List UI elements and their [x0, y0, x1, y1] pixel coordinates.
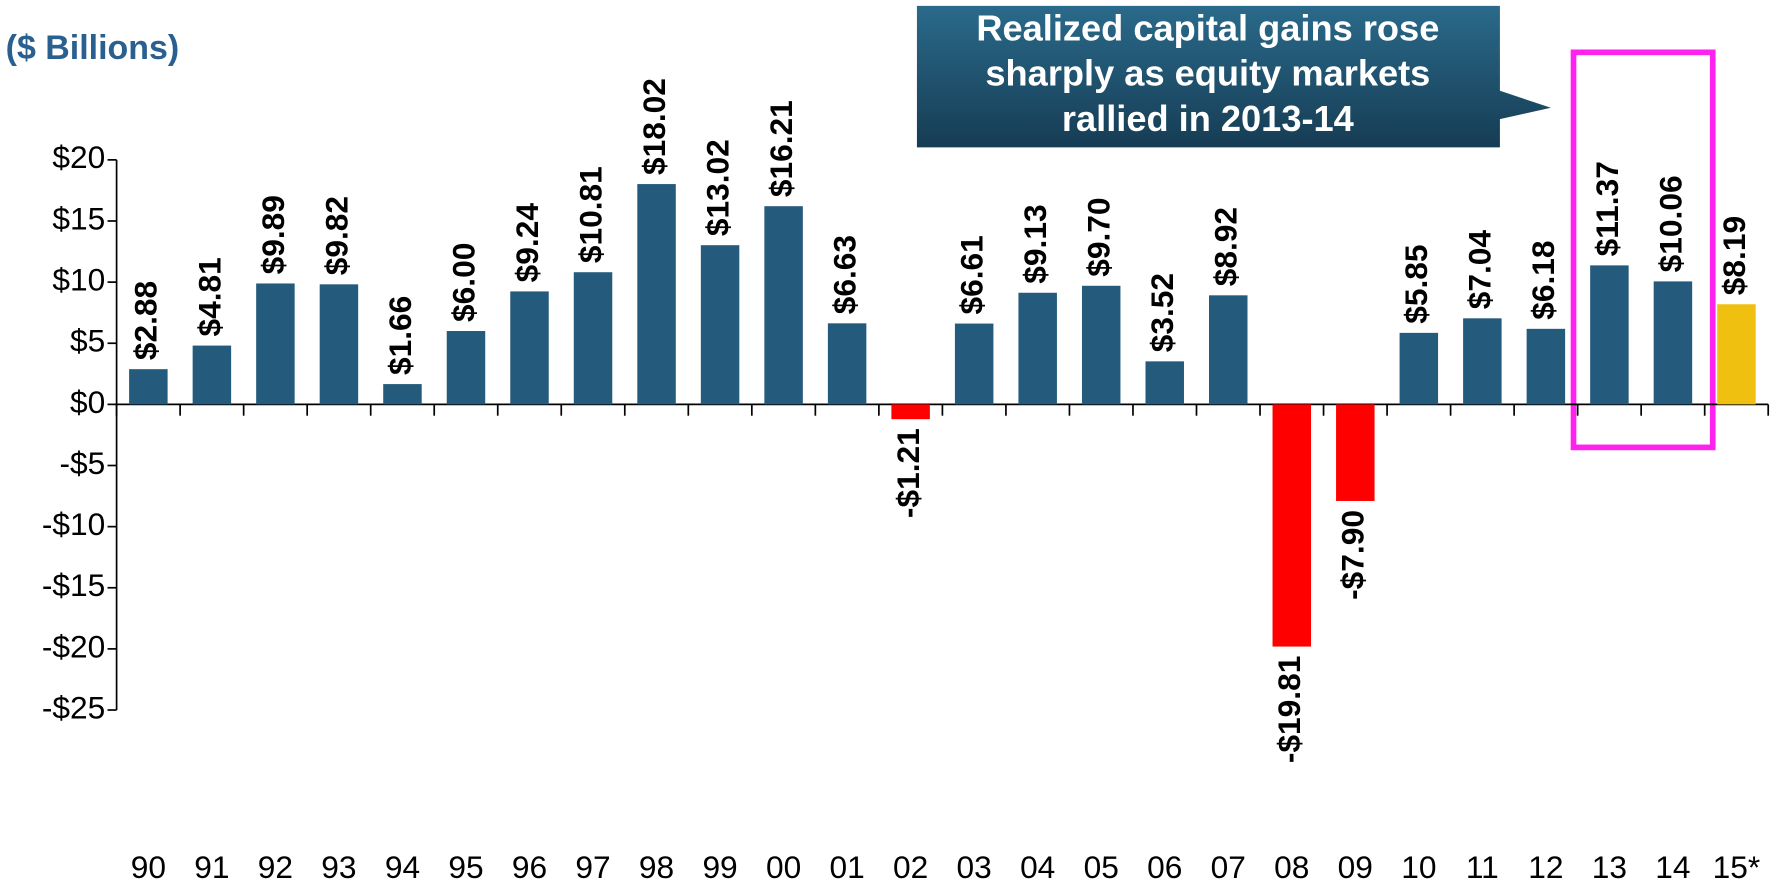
value-label: -$7.90	[1335, 510, 1371, 600]
value-label: $11.37	[1589, 161, 1625, 256]
x-tick-label: 95	[448, 849, 483, 885]
bar	[1526, 328, 1566, 405]
value-label: $13.02	[699, 139, 735, 236]
bar	[1336, 404, 1375, 501]
value-label: $9.89	[255, 195, 291, 274]
x-tick-label: 91	[194, 849, 229, 885]
value-label: $6.18	[1525, 240, 1561, 319]
y-tick-label: $20	[52, 139, 105, 175]
annotation-line: rallied in 2013-14	[1062, 98, 1354, 139]
x-tick-label: 13	[1592, 849, 1627, 885]
value-label: $9.13	[1017, 204, 1053, 283]
bar	[1081, 285, 1121, 405]
value-label: $6.61	[954, 235, 990, 314]
bar	[1653, 281, 1693, 405]
bar	[637, 184, 676, 405]
x-tick-label: 03	[957, 849, 992, 885]
value-label: $9.24	[509, 203, 545, 283]
bar	[764, 206, 803, 405]
x-tick-label: 94	[385, 849, 420, 885]
y-tick-label: -$10	[42, 506, 105, 542]
bar	[383, 384, 422, 405]
x-tick-label: 10	[1401, 849, 1436, 885]
y-tick-label: -$15	[42, 567, 105, 603]
bar	[1209, 295, 1248, 405]
bar	[510, 291, 549, 405]
bar	[827, 323, 867, 405]
value-label: $3.52	[1144, 273, 1180, 352]
value-label: $7.04	[1462, 230, 1498, 310]
bar	[1717, 304, 1756, 405]
x-tick-label: 99	[702, 849, 737, 885]
value-label: $10.06	[1652, 175, 1688, 272]
bar	[319, 284, 359, 405]
value-label: $4.81	[191, 257, 227, 336]
x-tick-label: 14	[1655, 849, 1690, 885]
value-label: -$19.81	[1271, 656, 1307, 763]
annotation-box	[916, 5, 1551, 148]
annotation: Realized capital gains rose sharply as eq…	[976, 7, 1439, 139]
x-tick-label: 12	[1528, 849, 1563, 885]
bar	[446, 331, 486, 405]
x-tick-label: 15*	[1713, 849, 1761, 885]
x-tick-label: 92	[258, 849, 293, 885]
y-tick-label: $15	[52, 200, 105, 236]
y-tick-label: $10	[52, 261, 105, 297]
value-label: $10.81	[572, 166, 608, 263]
value-label: $6.63	[826, 235, 862, 314]
value-label: $6.00	[445, 243, 481, 322]
value-label: $16.21	[763, 100, 799, 197]
bar	[256, 283, 295, 405]
bar	[192, 345, 232, 405]
bar	[891, 404, 930, 420]
bar	[129, 369, 168, 405]
value-label: $8.19	[1716, 216, 1752, 295]
y-tick-label: $5	[70, 323, 105, 359]
x-tick-label: 08	[1274, 849, 1309, 885]
y-tick-label: -$5	[59, 445, 105, 481]
bar	[1399, 332, 1439, 405]
value-label: $8.92	[1208, 207, 1244, 286]
y-tick-label: -$25	[42, 689, 105, 725]
value-label: $9.70	[1081, 197, 1117, 276]
x-tick-label: 90	[131, 849, 166, 885]
x-tick-label: 01	[829, 849, 864, 885]
x-tick-label: 06	[1147, 849, 1182, 885]
x-tick-label: 96	[512, 849, 547, 885]
value-label: $5.85	[1398, 245, 1434, 324]
x-tick-label: 07	[1211, 849, 1246, 885]
value-label: $2.88	[128, 281, 164, 360]
value-label: -$1.21	[890, 428, 926, 518]
x-tick-label: 97	[575, 849, 610, 885]
x-tick-label: 02	[893, 849, 928, 885]
annotation-line: Realized capital gains rose	[976, 7, 1439, 48]
x-tick-label: 05	[1084, 849, 1119, 885]
bar	[954, 323, 994, 405]
x-tick-label: 09	[1338, 849, 1373, 885]
y-tick-label: -$20	[42, 628, 105, 664]
unit-label: ($ Billions)	[6, 29, 180, 67]
bar	[1463, 318, 1502, 405]
x-tick-label: 11	[1466, 849, 1499, 885]
bar	[1018, 292, 1057, 405]
value-label: $18.02	[636, 78, 672, 175]
value-label: $1.66	[382, 296, 418, 375]
bar	[1272, 404, 1312, 647]
bar	[573, 272, 613, 405]
x-tick-label: 04	[1020, 849, 1055, 885]
bar	[1145, 361, 1184, 405]
x-tick-label: 00	[766, 849, 801, 885]
x-tick-label: 98	[639, 849, 674, 885]
bar	[1590, 265, 1629, 405]
y-tick-label: $0	[70, 384, 105, 420]
highlight-box	[1570, 49, 1716, 451]
value-label: $9.82	[318, 196, 354, 275]
annotation-line: sharply as equity markets	[985, 53, 1430, 94]
bar	[700, 245, 740, 405]
x-tick-label: 93	[321, 849, 356, 885]
